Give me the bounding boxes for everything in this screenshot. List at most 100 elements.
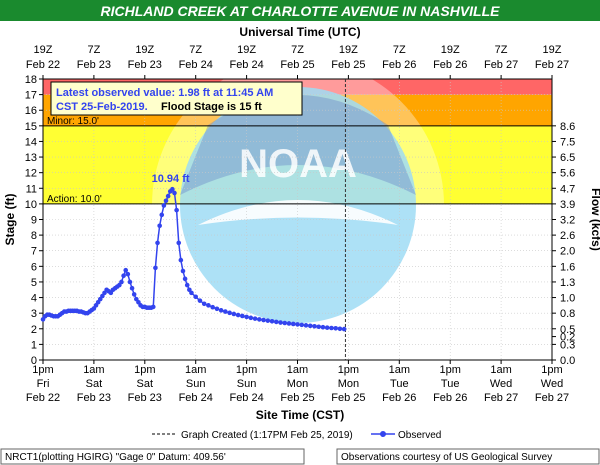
bottom-x-tick-day: Wed: [490, 378, 512, 390]
series-point-observed: [161, 203, 167, 208]
series-point-observed: [197, 298, 203, 303]
latest-value-box: Latest observed value: 1.98 ft at 11:45 …: [50, 81, 303, 116]
series-point-observed: [172, 190, 177, 196]
series-point-observed: [341, 326, 347, 332]
flow-tick-label: 1.0: [560, 293, 575, 305]
y-tick-label: 6: [31, 261, 37, 273]
top-x-tick-time: 19Z: [441, 44, 460, 56]
series-point-observed: [235, 312, 241, 318]
series-point-observed: [165, 193, 171, 199]
series-point-observed: [316, 324, 322, 330]
bottom-x-tick-date: Feb 24: [229, 392, 263, 404]
bottom-x-tick-day: Tue: [441, 378, 460, 390]
noaa-seal-bird: [180, 95, 416, 195]
y-tick-label: 8: [31, 230, 37, 242]
bottom-x-tick-date: Feb 22: [26, 392, 60, 404]
series-point-observed: [282, 320, 288, 326]
y-tick-label: 16: [25, 105, 37, 117]
series-point-observed: [206, 303, 211, 308]
flood-stage-text: Flood Stage is 15 ft: [161, 101, 262, 113]
y-tick-label: 3: [31, 308, 37, 320]
series-point-observed: [227, 310, 232, 316]
bottom-x-tick-time: 1pm: [32, 364, 53, 376]
threshold-label: Action: 10.0': [47, 194, 102, 205]
top-x-tick-time: 7Z: [189, 44, 202, 56]
left-axis-title: Stage (ft): [3, 194, 17, 246]
series-point-observed: [127, 279, 133, 285]
series-point-observed: [303, 323, 309, 328]
series-point-observed: [269, 318, 275, 324]
flow-tick-label: 7.5: [560, 136, 575, 148]
bottom-x-tick-date: Feb 23: [77, 392, 111, 404]
y-tick-label: 4: [31, 293, 37, 305]
flow-tick-label: 8.6: [560, 121, 575, 133]
series-point-observed: [273, 319, 279, 325]
noaa-seal-wave: [198, 200, 398, 225]
legend-observed-label: Observed: [398, 430, 441, 441]
series-point-observed: [307, 323, 313, 329]
threshold-label: Minor: 15.0': [47, 116, 99, 127]
series-point-observed: [155, 240, 160, 246]
bottom-x-tick-date: Feb 24: [179, 392, 213, 404]
flow-tick-label: 1.3: [560, 277, 575, 289]
y-tick-label: 9: [31, 215, 37, 227]
series-point-observed: [337, 326, 343, 332]
footer-credit-text: Observations courtesy of US Geological S…: [341, 452, 552, 463]
top-x-tick-time: 7Z: [87, 44, 100, 56]
series-point-observed: [170, 186, 175, 192]
top-x-tick-date: Feb 23: [128, 59, 162, 71]
top-x-tick-date: Feb 23: [77, 59, 111, 71]
series-point-observed: [240, 313, 245, 319]
title-bar: [0, 0, 600, 21]
flow-tick-label: 3.2: [560, 215, 575, 227]
top-x-tick-time: 19Z: [135, 44, 154, 56]
series-point-observed: [231, 311, 237, 317]
footer: NRCT1(plotting HGIRG) "Gage 0" Datum: 40…: [0, 448, 600, 465]
series-point-observed: [244, 314, 249, 320]
legend: Graph Created (1:17PM Feb 25, 2019) Obse…: [152, 430, 441, 441]
bottom-x-tick-date: Feb 27: [484, 392, 518, 404]
series-point-observed: [180, 268, 186, 274]
bottom-x-tick-day: Tue: [390, 378, 409, 390]
y-tick-label: 5: [31, 277, 37, 289]
top-x-tick-date: Feb 25: [280, 59, 314, 71]
flow-tick-label: 3.9: [560, 199, 575, 211]
flow-tick-label: 2.6: [560, 230, 575, 242]
bottom-x-tick-time: 1pm: [338, 364, 359, 376]
y-tick-label: 1: [31, 339, 37, 351]
series-point-observed: [150, 304, 156, 310]
noaa-seal-label: NOAA: [239, 142, 357, 186]
series-point-observed: [265, 318, 271, 323]
series-point-observed: [159, 212, 165, 218]
top-x-tick-date: Feb 24: [229, 59, 263, 71]
bottom-x-tick-time: 1pm: [541, 364, 562, 376]
series-point-observed: [176, 240, 182, 246]
series-point-observed: [312, 323, 317, 329]
bottom-x-tick-time: 1am: [287, 364, 308, 376]
y-tick-label: 17: [25, 90, 37, 102]
top-x-tick-time: 19Z: [543, 44, 562, 56]
top-x-tick-time: 7Z: [393, 44, 406, 56]
series-point-observed: [189, 290, 194, 296]
flow-tick-label: 2.0: [560, 246, 575, 258]
bottom-x-tick-date: Feb 27: [535, 392, 569, 404]
flow-tick-label: 5.6: [560, 168, 575, 180]
bottom-x-tick-date: Feb 26: [382, 392, 416, 404]
series-point-observed: [299, 322, 305, 328]
top-x-tick-date: Feb 22: [26, 59, 60, 71]
legend-graph-created-label: Graph Created (1:17PM Feb 25, 2019): [181, 430, 353, 441]
y-tick-label: 18: [25, 74, 37, 86]
top-x-tick-time: 19Z: [237, 44, 256, 56]
bottom-x-tick-day: Wed: [541, 378, 563, 390]
top-x-tick-date: Feb 24: [179, 59, 213, 71]
bottom-x-tick-time: 1am: [389, 364, 410, 376]
top-x-tick-date: Feb 25: [331, 59, 365, 71]
series-point-observed: [153, 265, 158, 271]
series-point-observed: [324, 325, 330, 330]
series-point-observed: [129, 285, 135, 291]
flow-tick-label: 0.3: [560, 339, 575, 351]
series-point-observed: [125, 271, 131, 277]
series-point-observed: [193, 294, 198, 300]
series-point-observed: [286, 321, 292, 326]
